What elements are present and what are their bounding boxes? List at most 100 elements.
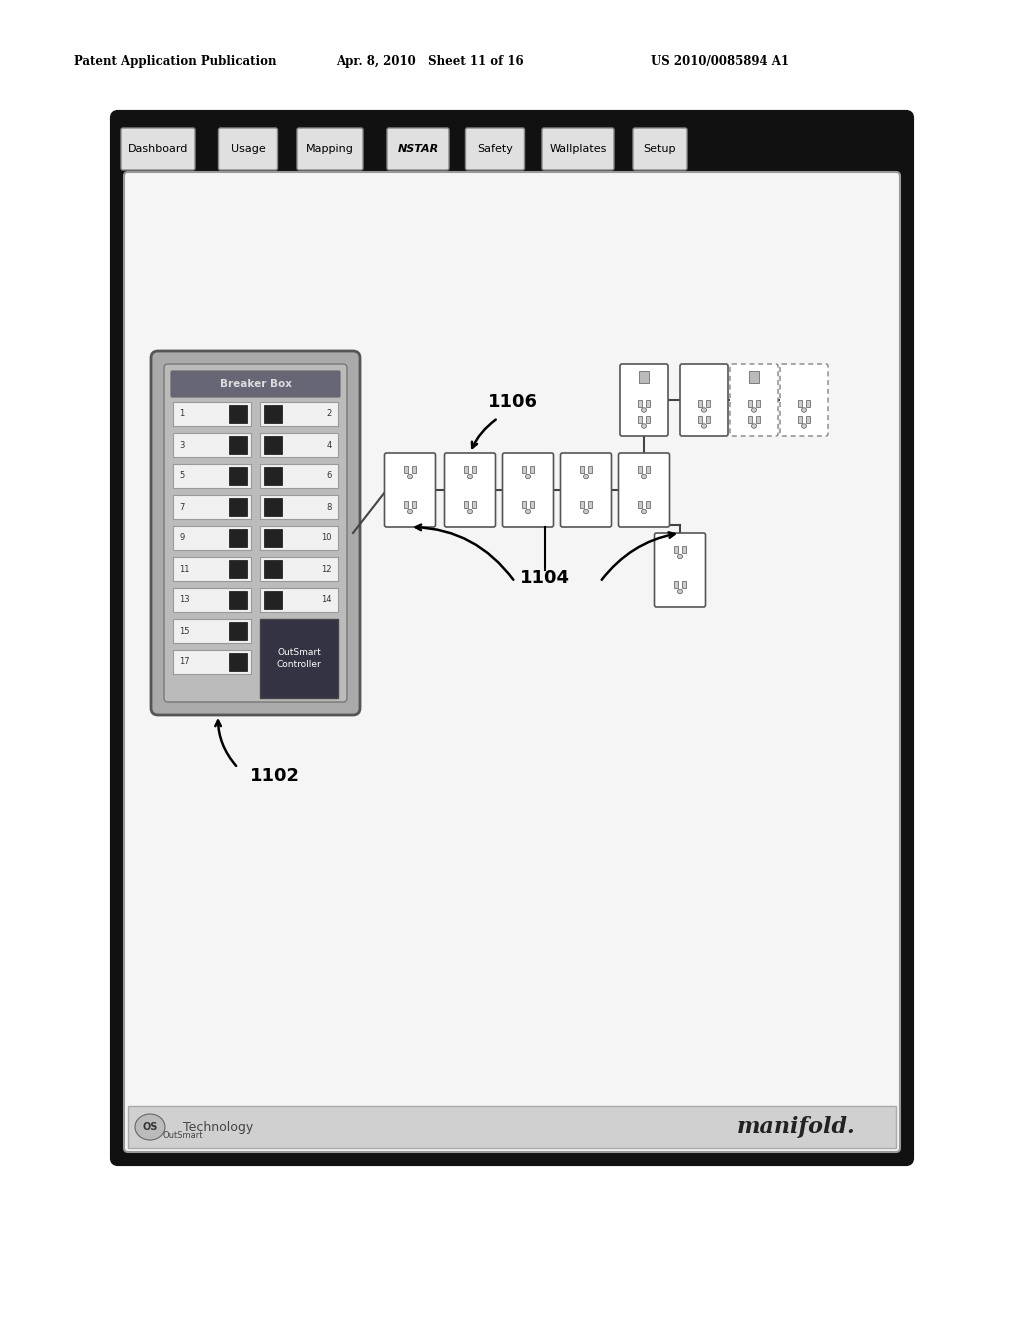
Bar — [264, 560, 282, 578]
Bar — [264, 591, 282, 609]
Bar — [260, 433, 338, 457]
Bar — [173, 619, 251, 643]
Bar — [638, 400, 642, 407]
Bar — [638, 500, 642, 507]
FancyBboxPatch shape — [618, 453, 670, 527]
Ellipse shape — [641, 408, 646, 412]
Bar — [260, 403, 338, 426]
Bar — [173, 403, 251, 426]
Text: Patent Application Publication: Patent Application Publication — [74, 55, 276, 69]
Bar — [464, 500, 468, 507]
Text: 1: 1 — [179, 409, 184, 418]
Bar — [173, 525, 251, 550]
Ellipse shape — [678, 554, 683, 558]
Text: 9: 9 — [179, 533, 184, 543]
Ellipse shape — [802, 408, 807, 412]
Bar — [229, 405, 247, 422]
Text: 7: 7 — [179, 503, 184, 511]
Ellipse shape — [701, 408, 707, 412]
Text: OutSmart: OutSmart — [163, 1130, 203, 1139]
Bar — [646, 416, 650, 422]
FancyBboxPatch shape — [124, 172, 900, 1152]
Text: 15: 15 — [179, 627, 189, 635]
Text: 4: 4 — [327, 441, 332, 450]
Ellipse shape — [408, 474, 413, 479]
Ellipse shape — [468, 510, 472, 513]
Ellipse shape — [135, 1114, 165, 1140]
Ellipse shape — [752, 424, 757, 428]
Bar — [260, 557, 338, 581]
Text: 3: 3 — [179, 441, 184, 450]
Bar — [748, 400, 753, 407]
Ellipse shape — [525, 474, 530, 479]
FancyBboxPatch shape — [384, 453, 435, 527]
Text: Wallplates: Wallplates — [549, 144, 606, 154]
Bar — [749, 371, 759, 383]
Bar — [173, 495, 251, 519]
Bar — [260, 465, 338, 488]
Text: 1102: 1102 — [250, 767, 300, 785]
Bar — [798, 416, 802, 422]
Bar — [403, 466, 409, 473]
FancyBboxPatch shape — [780, 364, 828, 436]
Bar — [229, 436, 247, 454]
Bar — [264, 405, 282, 422]
Bar — [798, 400, 802, 407]
Bar — [472, 466, 476, 473]
Bar — [706, 400, 711, 407]
Bar — [229, 529, 247, 546]
Bar — [264, 436, 282, 454]
Bar — [522, 466, 526, 473]
Ellipse shape — [678, 589, 683, 594]
Text: manifold.: manifold. — [736, 1115, 855, 1138]
Bar — [412, 466, 417, 473]
Text: OutSmart
Controller: OutSmart Controller — [276, 648, 322, 669]
Text: 13: 13 — [179, 595, 189, 605]
Bar — [529, 466, 535, 473]
Bar — [128, 1106, 896, 1148]
Ellipse shape — [752, 408, 757, 412]
Text: US 2010/0085894 A1: US 2010/0085894 A1 — [651, 55, 790, 69]
Text: Dashboard: Dashboard — [128, 144, 188, 154]
FancyBboxPatch shape — [171, 371, 340, 397]
Bar — [412, 500, 417, 507]
FancyBboxPatch shape — [680, 364, 728, 436]
Bar — [639, 371, 649, 383]
Bar — [173, 649, 251, 675]
Bar — [472, 500, 476, 507]
FancyBboxPatch shape — [121, 128, 195, 170]
Text: 1104: 1104 — [520, 569, 570, 587]
Bar — [682, 581, 686, 587]
Bar — [697, 416, 702, 422]
FancyBboxPatch shape — [164, 364, 347, 702]
Bar — [173, 433, 251, 457]
Bar — [229, 467, 247, 484]
Bar — [522, 500, 526, 507]
Text: 5: 5 — [179, 471, 184, 480]
Bar — [756, 416, 760, 422]
FancyBboxPatch shape — [560, 453, 611, 527]
FancyBboxPatch shape — [654, 533, 706, 607]
Bar — [229, 560, 247, 578]
Bar — [229, 653, 247, 671]
Bar — [674, 545, 678, 553]
Ellipse shape — [641, 424, 646, 428]
Bar — [173, 557, 251, 581]
FancyBboxPatch shape — [633, 128, 687, 170]
Bar — [646, 400, 650, 407]
Bar — [638, 466, 642, 473]
Bar — [264, 529, 282, 546]
Bar — [260, 495, 338, 519]
Bar — [173, 465, 251, 488]
Bar — [697, 400, 702, 407]
FancyBboxPatch shape — [444, 453, 496, 527]
Ellipse shape — [802, 424, 807, 428]
Ellipse shape — [584, 474, 589, 479]
Text: Usage: Usage — [230, 144, 265, 154]
Text: Breaker Box: Breaker Box — [219, 379, 292, 389]
Bar — [229, 498, 247, 516]
Ellipse shape — [408, 510, 413, 513]
Text: 1106: 1106 — [488, 393, 538, 411]
Bar — [403, 500, 409, 507]
FancyBboxPatch shape — [297, 128, 362, 170]
